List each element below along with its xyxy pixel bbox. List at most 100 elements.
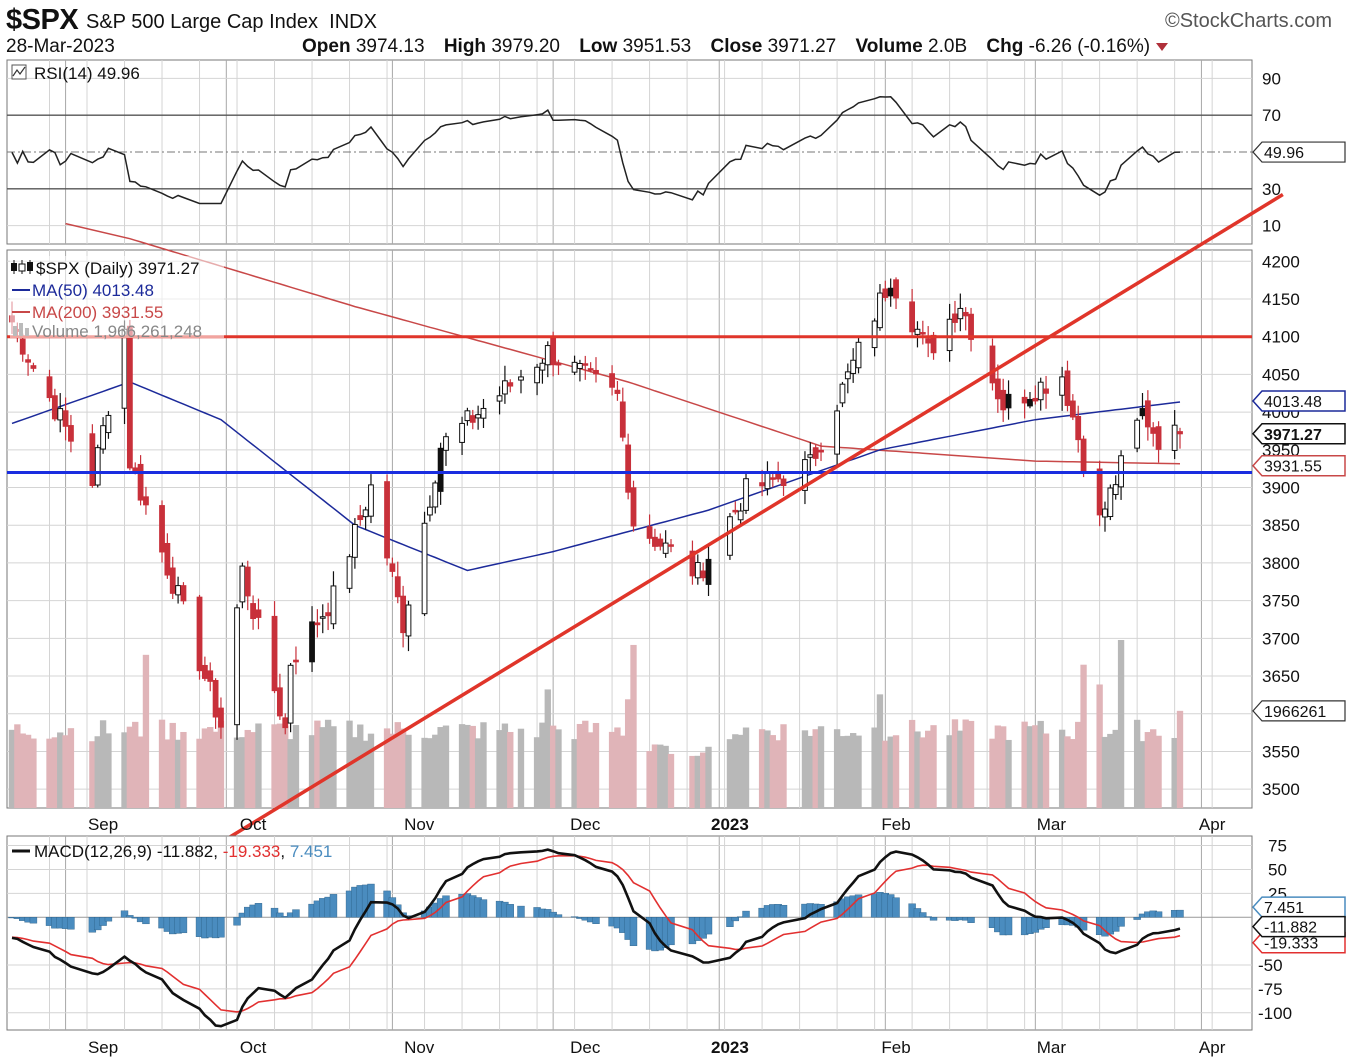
ma50-tag-box	[1251, 390, 1346, 412]
candle-body	[432, 482, 439, 508]
volume-bar	[1139, 741, 1146, 808]
candle-body	[180, 585, 187, 602]
volume-bar	[651, 744, 659, 808]
price-candle	[882, 280, 889, 302]
macd-legend-signal: -19.333	[223, 842, 281, 861]
macd-hist-bar	[120, 910, 129, 918]
candle-body	[309, 621, 315, 663]
volume-bar	[421, 737, 428, 808]
rsi-panel[interactable]: 90 70 30 10 RSI(14) 49.96 49.96	[6, 59, 1346, 245]
candle-body	[293, 659, 299, 663]
volume-bar	[24, 734, 32, 808]
price-panel[interactable]: 4200415041004050400039503900385038003750…	[6, 193, 1346, 872]
price-candle	[496, 386, 503, 415]
price-candle	[507, 379, 514, 393]
volume-bar	[57, 732, 64, 808]
price-legend-bg	[10, 256, 224, 338]
price-candle	[571, 355, 578, 376]
candle-legend-icon	[11, 260, 33, 274]
macd-hist-bar	[29, 917, 38, 924]
ticker-symbol: $SPX	[6, 4, 79, 36]
volume-bar	[314, 720, 321, 808]
candle-body	[250, 603, 256, 620]
price-candle	[89, 424, 96, 488]
volume-bar	[46, 738, 53, 808]
volume-bar	[1032, 725, 1039, 808]
macd-hist-bar	[592, 917, 600, 924]
price-candle	[314, 609, 321, 638]
volume-bar	[287, 739, 294, 808]
candle-body	[844, 371, 851, 380]
macd-hist-bar	[329, 894, 338, 918]
candle-body	[646, 526, 653, 539]
price-candle	[1150, 422, 1157, 447]
macd-hist-bar	[1133, 917, 1141, 920]
candle-body	[994, 378, 1001, 400]
volume-bar	[292, 725, 300, 808]
macd-hist-bar	[892, 897, 900, 918]
price-candle	[1069, 394, 1076, 421]
volume-bar	[432, 734, 439, 808]
rsi-axis-ticks: 90 70 30 10	[1262, 69, 1281, 235]
candle-body	[94, 447, 101, 486]
volume-bar	[426, 738, 434, 808]
price-candle	[1171, 410, 1178, 460]
uptrend-line[interactable]	[174, 193, 1284, 872]
volume-bars	[8, 640, 1184, 808]
price-tick-label: 3800	[1262, 554, 1300, 573]
candle-body	[421, 522, 428, 615]
volume-bar	[592, 722, 600, 808]
volume-bar	[582, 720, 589, 808]
macd-hist-bar	[726, 917, 734, 927]
candle-body	[314, 622, 321, 626]
volume-bar	[207, 727, 214, 808]
candle-body	[877, 292, 883, 329]
volume-bar	[517, 728, 525, 808]
volume-bar	[1155, 735, 1162, 808]
candle-body	[919, 332, 926, 335]
volume-bar	[308, 735, 316, 808]
price-candle	[619, 387, 626, 442]
candle-body	[946, 318, 953, 352]
candle-body	[544, 345, 551, 366]
price-candle	[405, 600, 412, 652]
price-candle	[887, 278, 894, 307]
x-axis-label: Feb	[881, 1038, 910, 1057]
candle-body	[534, 366, 540, 384]
macd-hist-tag-box	[1251, 896, 1346, 918]
volume-bar	[1150, 729, 1157, 808]
candle-body	[126, 325, 133, 469]
volume-bar	[89, 741, 96, 808]
rsi-last-tag-text: 49.96	[1264, 145, 1304, 162]
price-candle	[646, 514, 653, 544]
price-candle	[732, 501, 739, 515]
candle-body	[1139, 408, 1146, 417]
candle-body	[582, 363, 589, 366]
candle-body	[550, 337, 557, 366]
volume-bar	[389, 733, 396, 808]
price-candle	[164, 533, 171, 579]
candle-body	[625, 444, 632, 493]
volume-bar	[871, 727, 878, 808]
volume-bar	[121, 732, 128, 808]
candle-body	[234, 607, 240, 726]
candle-body	[62, 410, 69, 427]
volume-bar	[383, 728, 391, 808]
price-candle	[914, 321, 921, 348]
candle-body	[577, 362, 583, 369]
candle-body	[668, 544, 674, 547]
volume-bar	[1021, 721, 1028, 808]
volume-bar	[174, 739, 182, 808]
candle-body	[1021, 396, 1028, 404]
price-candle	[1037, 377, 1044, 411]
brand-logo[interactable]: ©StockCharts.com	[1164, 10, 1332, 32]
price-candle	[368, 474, 374, 524]
candle-body	[705, 558, 712, 585]
macd-hist-bar	[442, 895, 450, 918]
macd-legend: MACD(12,26,9) -11.882, -19.333, 7.451	[12, 842, 332, 861]
close-label: Close	[710, 36, 763, 57]
index-full-name: S&P 500 Large Cap Index	[86, 11, 319, 33]
candle-body	[818, 449, 824, 453]
